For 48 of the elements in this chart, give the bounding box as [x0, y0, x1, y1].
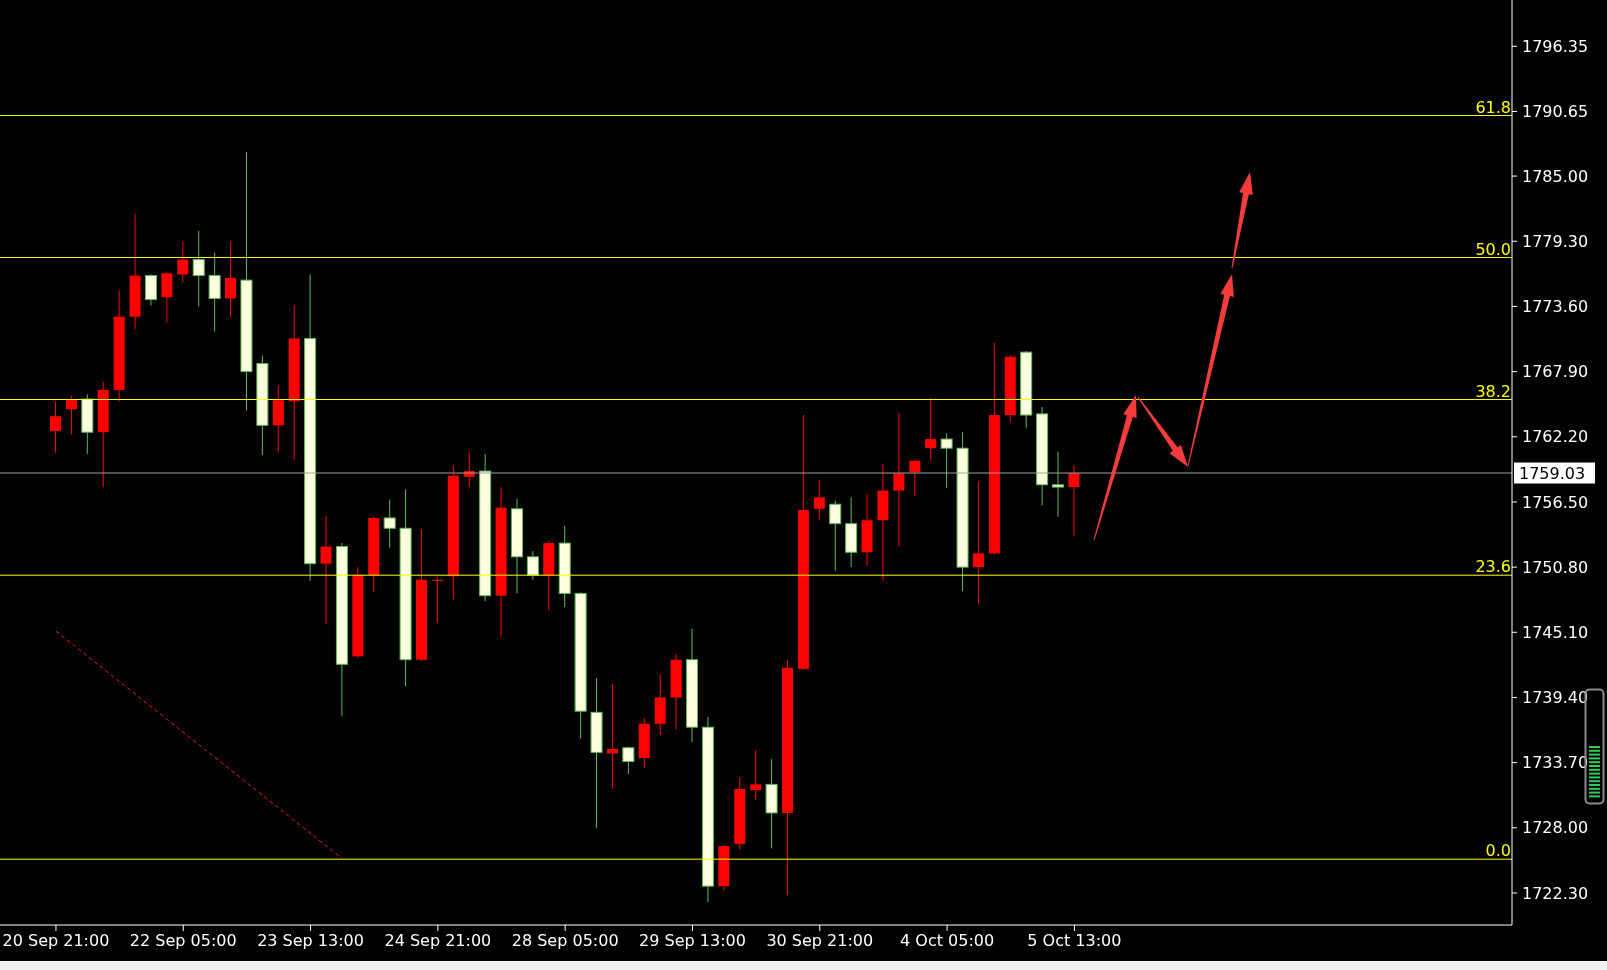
- candlestick: [177, 240, 189, 283]
- y-tick-label: 1762.20: [1522, 427, 1589, 447]
- ref-line-label: 1759.03: [1519, 464, 1586, 484]
- y-tick-label: 1790.65: [1522, 102, 1589, 122]
- x-tick-label: 29 Sep 13:00: [639, 931, 746, 950]
- ref-line-label: 23.6: [1475, 557, 1511, 577]
- candlestick: [526, 550, 539, 581]
- ref-line-label: 61.8: [1475, 97, 1511, 117]
- candlestick: [192, 230, 205, 307]
- candlestick: [750, 749, 762, 801]
- y-tick-label: 1745.10: [1522, 622, 1589, 642]
- candlestick: [208, 252, 221, 333]
- candlestick: [383, 499, 396, 549]
- y-tick-label: 1756.50: [1522, 492, 1589, 512]
- x-tick-label: 4 Oct 05:00: [900, 931, 995, 950]
- y-tick-label: 1739.40: [1522, 688, 1589, 708]
- candlestick: [320, 515, 332, 625]
- x-tick-label: 23 Sep 13:00: [257, 931, 364, 950]
- candlestick: [972, 480, 984, 605]
- candlestick: [925, 397, 937, 462]
- candlestick: [225, 240, 237, 318]
- candlestick: [622, 746, 635, 775]
- x-tick-label: 20 Sep 21:00: [2, 931, 110, 950]
- candlestick: [50, 400, 61, 454]
- y-tick-label: 1722.30: [1522, 883, 1589, 903]
- ref-line-label: 0.0: [1485, 841, 1511, 861]
- y-tick-label: 1773.60: [1522, 297, 1589, 317]
- y-tick-label: 1785.00: [1522, 166, 1589, 186]
- ref-line-label: 50.0: [1475, 239, 1511, 259]
- y-tick-label: 1728.00: [1522, 818, 1589, 838]
- y-tick-label: 1779.30: [1522, 231, 1589, 251]
- x-tick-label: 30 Sep 21:00: [766, 931, 874, 950]
- y-tick-label: 1796.35: [1522, 36, 1589, 56]
- ref-line-label: 38.2: [1475, 381, 1511, 401]
- x-tick-label: 24 Sep 21:00: [384, 931, 492, 950]
- y-tick-label: 1767.90: [1522, 362, 1589, 382]
- candlestick: [893, 412, 905, 548]
- candlestick: [1068, 464, 1080, 537]
- candlestick: [829, 500, 842, 572]
- candlestick: [909, 459, 921, 497]
- y-tick-label: 1750.80: [1522, 557, 1589, 577]
- candlestick: [813, 479, 825, 521]
- y-tick-label: 1733.70: [1522, 753, 1589, 773]
- x-tick-label: 28 Sep 05:00: [511, 931, 619, 950]
- x-tick-label: 22 Sep 05:00: [129, 931, 237, 950]
- candlestick: [940, 432, 953, 489]
- x-tick-label: 5 Oct 13:00: [1027, 931, 1122, 950]
- candlestick: [1052, 451, 1065, 518]
